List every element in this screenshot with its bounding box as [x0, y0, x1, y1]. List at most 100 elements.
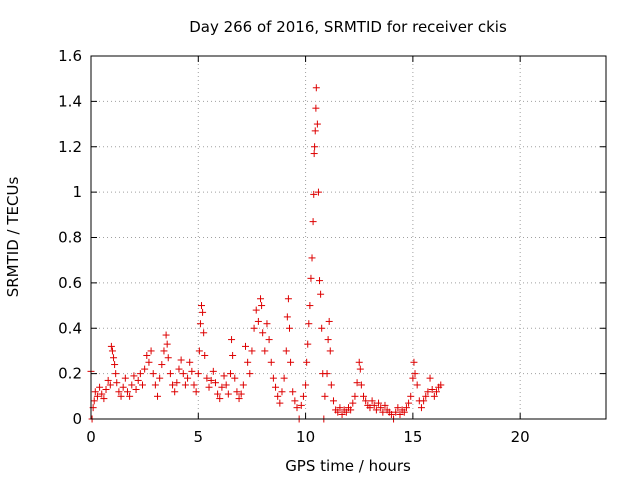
data-point	[126, 392, 134, 400]
data-point	[175, 365, 183, 373]
data-point	[160, 347, 168, 355]
data-point	[323, 370, 331, 378]
axes	[90, 55, 606, 420]
data-point	[229, 351, 237, 359]
data-point	[437, 381, 445, 389]
data-point	[310, 190, 318, 198]
data-point	[228, 336, 236, 344]
data-point	[201, 351, 209, 359]
data-point	[428, 386, 436, 394]
grid-lines	[91, 56, 606, 419]
data-point	[381, 401, 389, 409]
data-point	[259, 329, 267, 337]
data-point	[360, 392, 368, 400]
data-point	[257, 295, 265, 303]
data-point	[293, 404, 301, 412]
data-point	[377, 404, 385, 412]
data-point	[192, 388, 200, 396]
data-point	[195, 347, 203, 355]
data-point	[90, 397, 98, 405]
data-point	[411, 370, 419, 378]
data-point	[405, 399, 413, 407]
data-point	[426, 374, 434, 382]
data-point	[128, 381, 136, 389]
data-point	[283, 313, 291, 321]
x-axis-label: GPS time / hours	[285, 457, 411, 475]
data-point	[200, 329, 208, 337]
data-point	[98, 390, 106, 398]
data-point	[347, 406, 355, 414]
y-tick-label: 0.2	[58, 365, 82, 383]
data-point	[117, 392, 125, 400]
data-point	[177, 356, 185, 364]
data-point	[312, 84, 320, 92]
data-point	[309, 218, 317, 226]
data-point	[308, 254, 316, 262]
data-point	[313, 120, 321, 128]
data-point	[321, 392, 329, 400]
data-point	[145, 358, 153, 366]
data-point	[198, 302, 206, 310]
data-point	[96, 383, 104, 391]
data-point	[139, 381, 146, 389]
x-tick-label: 10	[296, 428, 315, 446]
data-point	[209, 367, 217, 375]
data-point	[248, 347, 256, 355]
data-point	[216, 395, 224, 403]
x-tick-label: 5	[194, 428, 204, 446]
data-point	[220, 372, 228, 380]
data-point	[186, 358, 194, 366]
data-point	[179, 370, 187, 378]
data-point	[235, 395, 243, 403]
data-point	[113, 379, 121, 387]
data-point	[102, 386, 110, 394]
data-points	[87, 84, 445, 423]
data-point	[130, 372, 138, 380]
data-point	[141, 365, 149, 373]
data-point	[237, 390, 245, 398]
data-point	[218, 383, 226, 391]
data-point	[123, 388, 131, 396]
data-point	[222, 381, 230, 389]
data-point	[351, 392, 359, 400]
data-point	[297, 401, 305, 409]
data-point	[233, 388, 241, 396]
data-point	[272, 383, 280, 391]
data-point	[171, 388, 179, 396]
data-point	[338, 410, 346, 418]
data-point	[203, 374, 211, 382]
data-point	[106, 381, 114, 389]
data-point	[162, 331, 170, 339]
data-point	[107, 342, 115, 350]
data-point	[181, 381, 189, 389]
data-point	[166, 370, 174, 378]
data-point	[214, 390, 222, 398]
data-point	[356, 365, 364, 373]
data-point	[291, 397, 299, 405]
data-point	[366, 404, 374, 412]
data-point	[242, 342, 249, 350]
data-point	[119, 383, 127, 391]
data-point	[424, 388, 432, 396]
data-point	[289, 388, 297, 396]
data-point	[355, 358, 363, 366]
data-point	[299, 392, 307, 400]
data-point	[147, 347, 155, 355]
data-point	[362, 397, 370, 405]
data-point	[430, 392, 438, 400]
y-tick-label: 1	[72, 183, 82, 201]
data-point	[375, 399, 383, 407]
data-point	[156, 374, 164, 382]
data-point	[334, 408, 342, 416]
y-tick-label: 1.6	[58, 47, 82, 65]
data-point	[211, 379, 219, 387]
data-point	[407, 392, 415, 400]
data-point	[246, 370, 254, 378]
data-point	[370, 401, 378, 409]
data-point	[336, 404, 344, 412]
data-point	[304, 340, 312, 348]
data-point	[207, 376, 215, 384]
y-tick-label: 0.8	[58, 229, 82, 247]
data-point	[306, 302, 314, 310]
